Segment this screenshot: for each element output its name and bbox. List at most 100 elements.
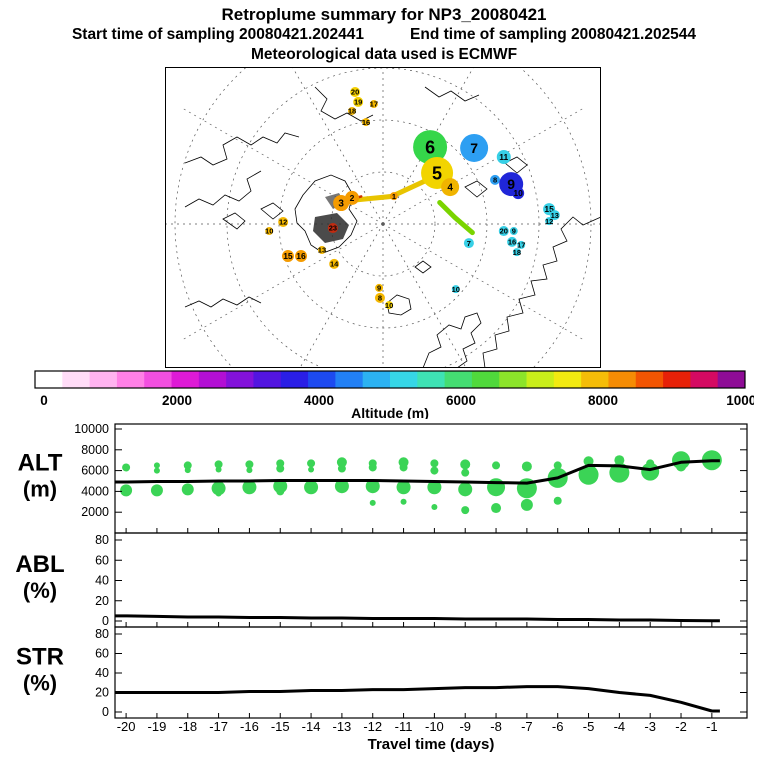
- coastline: [386, 294, 412, 316]
- coastline: [482, 216, 600, 367]
- alt-bubble: [399, 463, 408, 472]
- sampling-times-row: Start time of sampling 20080421.202441 E…: [0, 25, 768, 45]
- map-marker: [490, 174, 501, 185]
- alt-bubble: [214, 460, 223, 469]
- map-marker-label: 10: [513, 188, 523, 198]
- map-marker-label: 11: [499, 152, 508, 162]
- x-tick-label: -14: [302, 719, 321, 734]
- map-marker: [509, 227, 518, 236]
- map-marker-label: 9: [377, 284, 381, 293]
- graticule-meridian: [183, 108, 384, 225]
- map-marker: [507, 236, 518, 247]
- map-marker-label: 15: [544, 204, 554, 214]
- graticule-meridian: [292, 68, 384, 225]
- map-marker-label: 19: [354, 98, 362, 107]
- map-marker-label: 16: [362, 118, 370, 127]
- map-marker-label: 2: [350, 193, 355, 203]
- colorbar-segment: [390, 371, 418, 388]
- chart-header: Retroplume summary for NP3_20080421 Star…: [0, 4, 768, 65]
- map-marker: [333, 195, 350, 212]
- map-marker-label: 17: [370, 100, 378, 109]
- alt-bubble: [122, 463, 131, 472]
- y-tick-label: 80: [95, 533, 109, 547]
- map-marker: [369, 100, 378, 109]
- map-marker: [517, 240, 526, 249]
- map-marker: [545, 217, 554, 226]
- coastline: [504, 156, 528, 174]
- map-marker-label: 9: [512, 227, 516, 236]
- x-tick-label: -11: [395, 719, 413, 734]
- y-tick-label: 20: [95, 594, 109, 608]
- alt-bubble: [553, 461, 562, 470]
- x-tick-label: -18: [178, 719, 197, 734]
- x-tick-label: -2: [675, 719, 687, 734]
- map-marker: [385, 301, 394, 310]
- colorbar-segment: [171, 371, 200, 388]
- y-tick-label: 6000: [81, 464, 109, 478]
- y-tick-label: 60: [95, 647, 109, 661]
- map-marker: [512, 187, 525, 200]
- coastline: [424, 86, 480, 102]
- map-marker-label: 8: [378, 294, 382, 303]
- map-marker-label: 6: [425, 138, 435, 158]
- alt-bubble: [184, 467, 191, 474]
- x-axis-title: Travel time (days): [368, 736, 495, 753]
- map-marker: [549, 210, 560, 221]
- colorbar-tick-label: 4000: [304, 393, 334, 408]
- x-tick-label: -1: [706, 719, 718, 734]
- coastline: [314, 86, 374, 122]
- colorbar-segment: [335, 371, 364, 388]
- y-tick-label: 0: [102, 614, 109, 628]
- alt-bubble: [431, 504, 438, 510]
- alt-bubble: [520, 498, 533, 511]
- alt-bubble: [583, 456, 594, 467]
- alt-bubble: [553, 496, 562, 505]
- alt-bubble: [183, 461, 192, 470]
- map-marker: [463, 238, 474, 249]
- colorbar-segment: [581, 371, 609, 388]
- colorbar-segment: [226, 371, 254, 388]
- map-marker: [460, 133, 489, 162]
- colorbar-tick-label: 10000: [726, 393, 754, 408]
- x-tick-label: -5: [583, 719, 595, 734]
- coastline: [294, 174, 358, 254]
- colorbar-tick-label: 2000: [162, 393, 192, 408]
- coastline: [414, 260, 432, 274]
- alt-bubble: [308, 466, 315, 473]
- map-marker-label: 17: [517, 241, 525, 250]
- alt-bubble: [461, 506, 470, 515]
- colorbar-segment: [35, 371, 63, 388]
- map-marker: [353, 96, 364, 107]
- map-marker: [295, 250, 308, 263]
- map-marker-label: 10: [385, 301, 393, 310]
- map-marker-label: 3: [338, 199, 344, 210]
- alt-bubble: [614, 455, 625, 466]
- mean-line: [115, 614, 720, 623]
- colorbar-segment: [717, 371, 746, 388]
- graticule-meridian: [183, 223, 384, 340]
- x-tick-label: -10: [425, 719, 444, 734]
- map-marker-label: 13: [551, 211, 559, 220]
- map-marker: [278, 217, 289, 228]
- alt-bubble: [396, 480, 411, 495]
- map-marker: [327, 223, 338, 234]
- alt-bubble: [246, 467, 253, 474]
- colorbar-tick-label: 8000: [588, 393, 618, 408]
- coastline: [184, 170, 262, 208]
- map-marker-label: 18: [348, 107, 356, 116]
- alt-bubble: [458, 482, 473, 497]
- colorbar-segment: [471, 371, 500, 388]
- map-marker: [361, 118, 370, 127]
- map-marker-label: 20: [351, 88, 359, 97]
- coastline: [260, 202, 284, 220]
- map-marker-label: 16: [296, 251, 306, 261]
- mean-line: [115, 459, 720, 485]
- x-tick-label: -16: [240, 719, 259, 734]
- alt-bubble: [150, 484, 163, 497]
- map-marker-label: 12: [279, 218, 287, 227]
- x-tick-label: -6: [552, 719, 564, 734]
- panel-label: ABL: [15, 551, 64, 578]
- colorbar-segment: [253, 371, 282, 388]
- colorbar-segment: [608, 371, 637, 388]
